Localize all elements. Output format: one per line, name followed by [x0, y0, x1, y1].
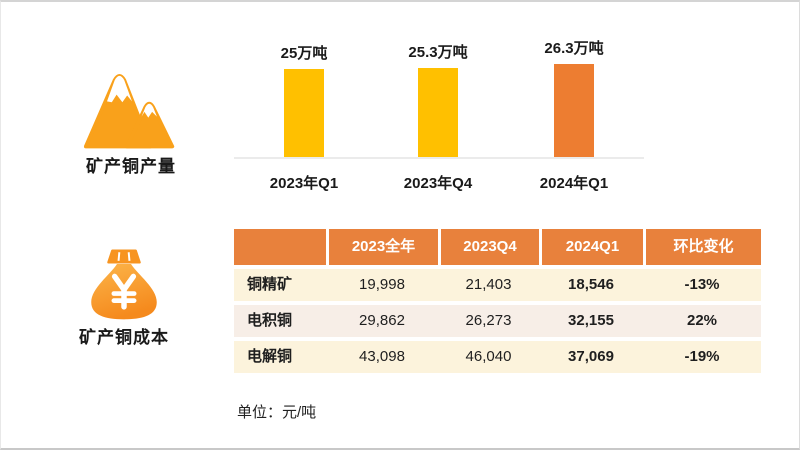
bar-group: 25万吨 [266, 37, 342, 157]
bar [284, 69, 324, 157]
table-header-empty-cell [234, 229, 326, 265]
x-axis-line [234, 157, 644, 159]
table-header-cell: 2023全年 [326, 229, 438, 265]
bar [554, 64, 594, 157]
table-cell-rowname: 铜精矿 [247, 276, 293, 293]
table-header-cell: 2024Q1 [539, 229, 643, 265]
table-cell-rowname: 电解铜 [247, 348, 293, 365]
table-header-cell: 2023Q4 [438, 229, 539, 265]
table-row: 电解铜 43,098 46,040 37,069 -19% [234, 341, 761, 373]
table-cell: 46,040 [465, 348, 512, 365]
table-cell: 18,546 [568, 276, 614, 293]
unit-note: 单位：元/吨 [237, 404, 317, 421]
table-cell: -13% [684, 276, 720, 293]
table-cell: 37,069 [568, 348, 614, 365]
table-cell: 29,862 [359, 312, 405, 329]
table-cell: -19% [684, 348, 720, 365]
table-cell: 32,155 [568, 312, 614, 329]
cost-section-label: 矿产铜成本 [79, 328, 169, 347]
category-label: 2023年Q1 [269, 175, 339, 192]
table-cell: 26,273 [465, 312, 512, 329]
table-header-row: 2023全年 2023Q4 2024Q1 环比变化 [234, 229, 761, 265]
table-header-cell: 环比变化 [643, 229, 761, 265]
mountain-icon [83, 74, 175, 149]
table-cell: 22% [686, 312, 718, 329]
table-cell: 19,998 [359, 276, 405, 293]
table-cell: 43,098 [359, 348, 405, 365]
cost-table: 2023全年 2023Q4 2024Q1 环比变化 铜精矿 19,998 21,… [234, 229, 761, 373]
bar-group: 26.3万吨 [536, 37, 612, 157]
money-bag-icon [91, 249, 157, 320]
bar [418, 68, 458, 157]
table-row: 电积铜 29,862 26,273 32,155 22% [234, 305, 761, 337]
bar-group: 25.3万吨 [400, 37, 476, 157]
category-label: 2023年Q4 [403, 175, 473, 192]
bar-value-label: 26.3万吨 [544, 40, 604, 57]
table-row: 铜精矿 19,998 21,403 18,546 -13% [234, 269, 761, 301]
bar-value-label: 25万吨 [280, 45, 328, 62]
table-cell: 21,403 [465, 276, 512, 293]
production-bar-chart: 25万吨 25.3万吨 26.3万吨 [234, 37, 644, 159]
category-row: 2023年Q1 2023年Q4 2024年Q1 [1, 172, 799, 192]
table-cell-rowname: 电积铜 [247, 312, 293, 329]
bar-value-label: 25.3万吨 [408, 44, 468, 61]
category-label: 2024年Q1 [539, 175, 609, 192]
production-section-label: 矿产铜产量 [86, 157, 176, 176]
